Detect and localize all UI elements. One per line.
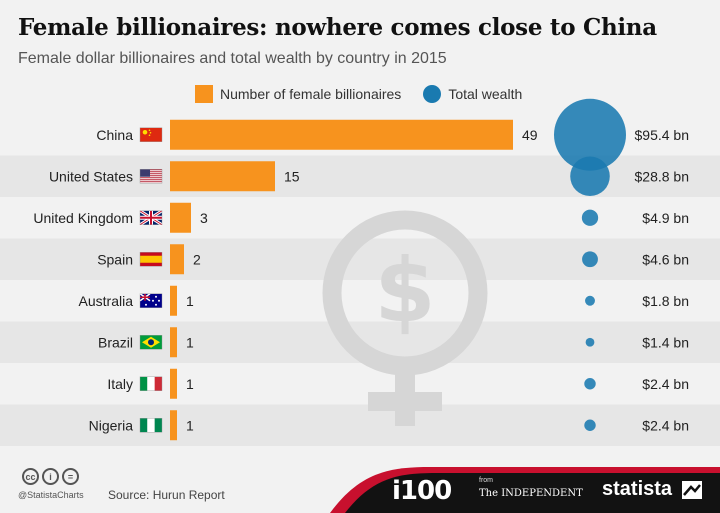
nd-icon: = — [62, 468, 79, 485]
category-label: China — [96, 127, 133, 143]
legend-dot-label: Total wealth — [448, 86, 523, 102]
usa-flag-icon — [139, 169, 163, 184]
bar-value-label: 1 — [186, 334, 194, 350]
wealth-value-label: $1.8 bn — [642, 293, 689, 309]
independent-logo: The INDEPENDENT — [479, 488, 583, 499]
category-label: Spain — [97, 251, 133, 267]
bar — [170, 119, 513, 150]
wealth-value-label: $4.9 bn — [642, 210, 689, 226]
bar — [170, 244, 184, 275]
bar — [170, 327, 177, 358]
brazil-flag-icon — [139, 335, 163, 350]
bar-value-label: 2 — [193, 251, 201, 267]
license-icons: cc i = — [22, 468, 79, 485]
source-note: Source: Hurun Report — [108, 488, 225, 502]
statista-logo: statista — [602, 478, 673, 500]
category-label: Brazil — [98, 334, 133, 350]
uk-flag-icon — [139, 209, 163, 227]
wealth-value-label: $95.4 bn — [635, 127, 690, 143]
female-dollar-symbol-icon: $ — [322, 210, 488, 426]
category-label: United States — [49, 168, 133, 184]
bar-value-label: 1 — [186, 376, 194, 392]
chart: $ China 49 United States 15 United Kingdom 3 S… — [0, 98, 720, 446]
wealth-value-label: $4.6 bn — [642, 251, 689, 267]
wealth-bubble — [584, 378, 596, 390]
chart-title: Female billionaires: nowhere comes close… — [18, 14, 657, 41]
bar-value-label: 15 — [284, 168, 300, 184]
nigeria-flag-icon — [139, 418, 163, 433]
wealth-bubble — [585, 295, 595, 306]
statista-icon — [682, 481, 702, 499]
legend: Number of female billionaires Total weal… — [195, 84, 522, 104]
bar — [170, 410, 177, 441]
wealth-bubble — [581, 209, 599, 226]
bar — [170, 285, 177, 316]
category-label: Italy — [107, 376, 133, 392]
cc-icon: cc — [22, 468, 39, 485]
svg-text:$: $ — [374, 239, 435, 342]
wealth-bubble — [585, 337, 595, 347]
row-stripe — [0, 404, 720, 446]
chart-subtitle: Female dollar billionaires and total wea… — [18, 50, 447, 67]
wealth-bubble — [582, 251, 598, 268]
bar-value-label: 1 — [186, 293, 194, 309]
i100-logo: i100 — [392, 476, 452, 506]
from-label: from — [479, 477, 493, 484]
wealth-value-label: $28.8 bn — [635, 168, 690, 184]
wealth-value-label: $2.4 bn — [642, 417, 689, 433]
category-label: Australia — [79, 293, 134, 309]
category-label: United Kingdom — [33, 210, 133, 226]
bar — [170, 202, 191, 233]
australia-flag-icon — [139, 293, 163, 308]
wealth-bubble — [554, 98, 626, 171]
bar-value-label: 3 — [200, 210, 208, 226]
legend-bar-swatch — [195, 85, 213, 103]
wealth-value-label: $1.4 bn — [642, 334, 689, 350]
by-icon: i — [42, 468, 59, 485]
bar — [170, 161, 275, 192]
legend-bar-label: Number of female billionaires — [220, 86, 402, 102]
wealth-bubble — [584, 419, 596, 431]
wealth-value-label: $2.4 bn — [642, 376, 689, 392]
bar-value-label: 1 — [186, 417, 194, 433]
spain-flag-icon — [139, 252, 163, 267]
legend-dot-swatch — [423, 85, 442, 103]
bar — [170, 368, 177, 399]
italy-flag-icon — [139, 376, 163, 391]
statista-handle: @StatistaCharts — [18, 490, 84, 500]
china-flag-icon — [139, 127, 163, 142]
footer-band — [330, 467, 720, 513]
category-label: Nigeria — [89, 417, 134, 433]
bar-value-label: 49 — [522, 127, 538, 143]
wealth-bubble — [570, 156, 610, 197]
